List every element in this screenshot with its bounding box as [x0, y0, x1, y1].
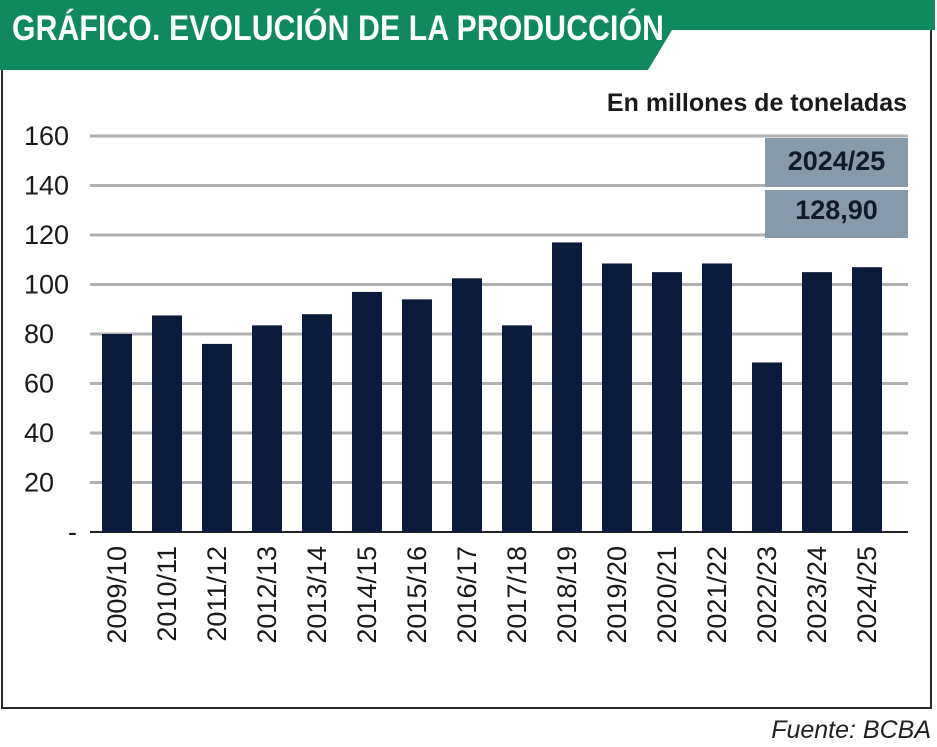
x-tick-label: 2013/14 [302, 546, 332, 644]
x-tick-label: 2016/17 [452, 546, 482, 644]
x-tick-label: 2018/19 [552, 546, 582, 644]
source-note: Fuente: BCBA [771, 716, 931, 744]
x-tick-label: 2012/13 [252, 546, 282, 644]
x-axis-ticks: 2009/10 2010/11 2011/12 2012/13 2013/14 2014/… [102, 546, 882, 644]
highlight-season: 2024/25 [787, 146, 886, 176]
y-tick-label: - [68, 517, 77, 547]
bar-2021-22 [702, 263, 732, 532]
bar-2012-13 [252, 325, 282, 532]
x-tick-label: 2017/18 [502, 546, 532, 644]
bar-2013-14 [302, 314, 332, 532]
y-axis-ticks: -20 40 60 80 100 120 140 160 [24, 121, 77, 547]
header-band [0, 0, 935, 70]
bar-2016-17 [452, 278, 482, 532]
y-tick-label: 40 [24, 418, 54, 448]
chart-title: GRÁFICO. EVOLUCIÓN DE LA PRODUCCIÓN [12, 9, 665, 48]
x-tick-label: 2011/12 [202, 546, 232, 642]
bar-2022-23 [752, 362, 782, 532]
x-tick-label: 2024/25 [852, 546, 882, 644]
y-tick-label: 140 [24, 171, 69, 201]
x-tick-label: 2021/22 [702, 546, 732, 644]
y-tick-label: 60 [24, 369, 54, 399]
chart-subtitle: En millones de toneladas [606, 89, 907, 117]
y-tick-label: 80 [24, 319, 54, 349]
bars [102, 242, 882, 533]
x-tick-label: 2014/15 [352, 546, 382, 644]
bar-2019-20 [602, 263, 632, 532]
bar-2011-12 [202, 343, 232, 532]
x-tick-label: 2020/21 [652, 546, 682, 644]
header: GRÁFICO. EVOLUCIÓN DE LA PRODUCCIÓN [0, 0, 935, 70]
bar-2020-21 [652, 272, 682, 532]
x-tick-label: 2010/11 [152, 546, 182, 642]
highlight-box: 2024/25 128,90 [765, 138, 908, 238]
y-tick-label: 20 [24, 468, 54, 498]
x-tick-label: 2015/16 [402, 546, 432, 644]
bar-2010-11 [152, 315, 182, 532]
highlight-value: 128,90 [795, 195, 878, 225]
bar-2014-15 [352, 291, 382, 532]
x-tick-label: 2023/24 [802, 546, 832, 644]
bar-2009-10 [102, 334, 132, 532]
highlight-divider [765, 187, 908, 190]
bar-2018-19 [552, 242, 582, 533]
x-tick-label: 2022/23 [752, 546, 782, 644]
bar-2017-18 [502, 325, 532, 532]
y-tick-label: 120 [24, 220, 69, 250]
x-tick-label: 2009/10 [102, 546, 132, 644]
y-tick-label: 160 [24, 121, 69, 151]
bar-2023-24 [802, 272, 832, 532]
bar-2015-16 [402, 299, 432, 532]
bar-2024-25 [852, 267, 882, 532]
y-tick-label: 100 [24, 270, 69, 300]
x-tick-label: 2019/20 [602, 546, 632, 644]
